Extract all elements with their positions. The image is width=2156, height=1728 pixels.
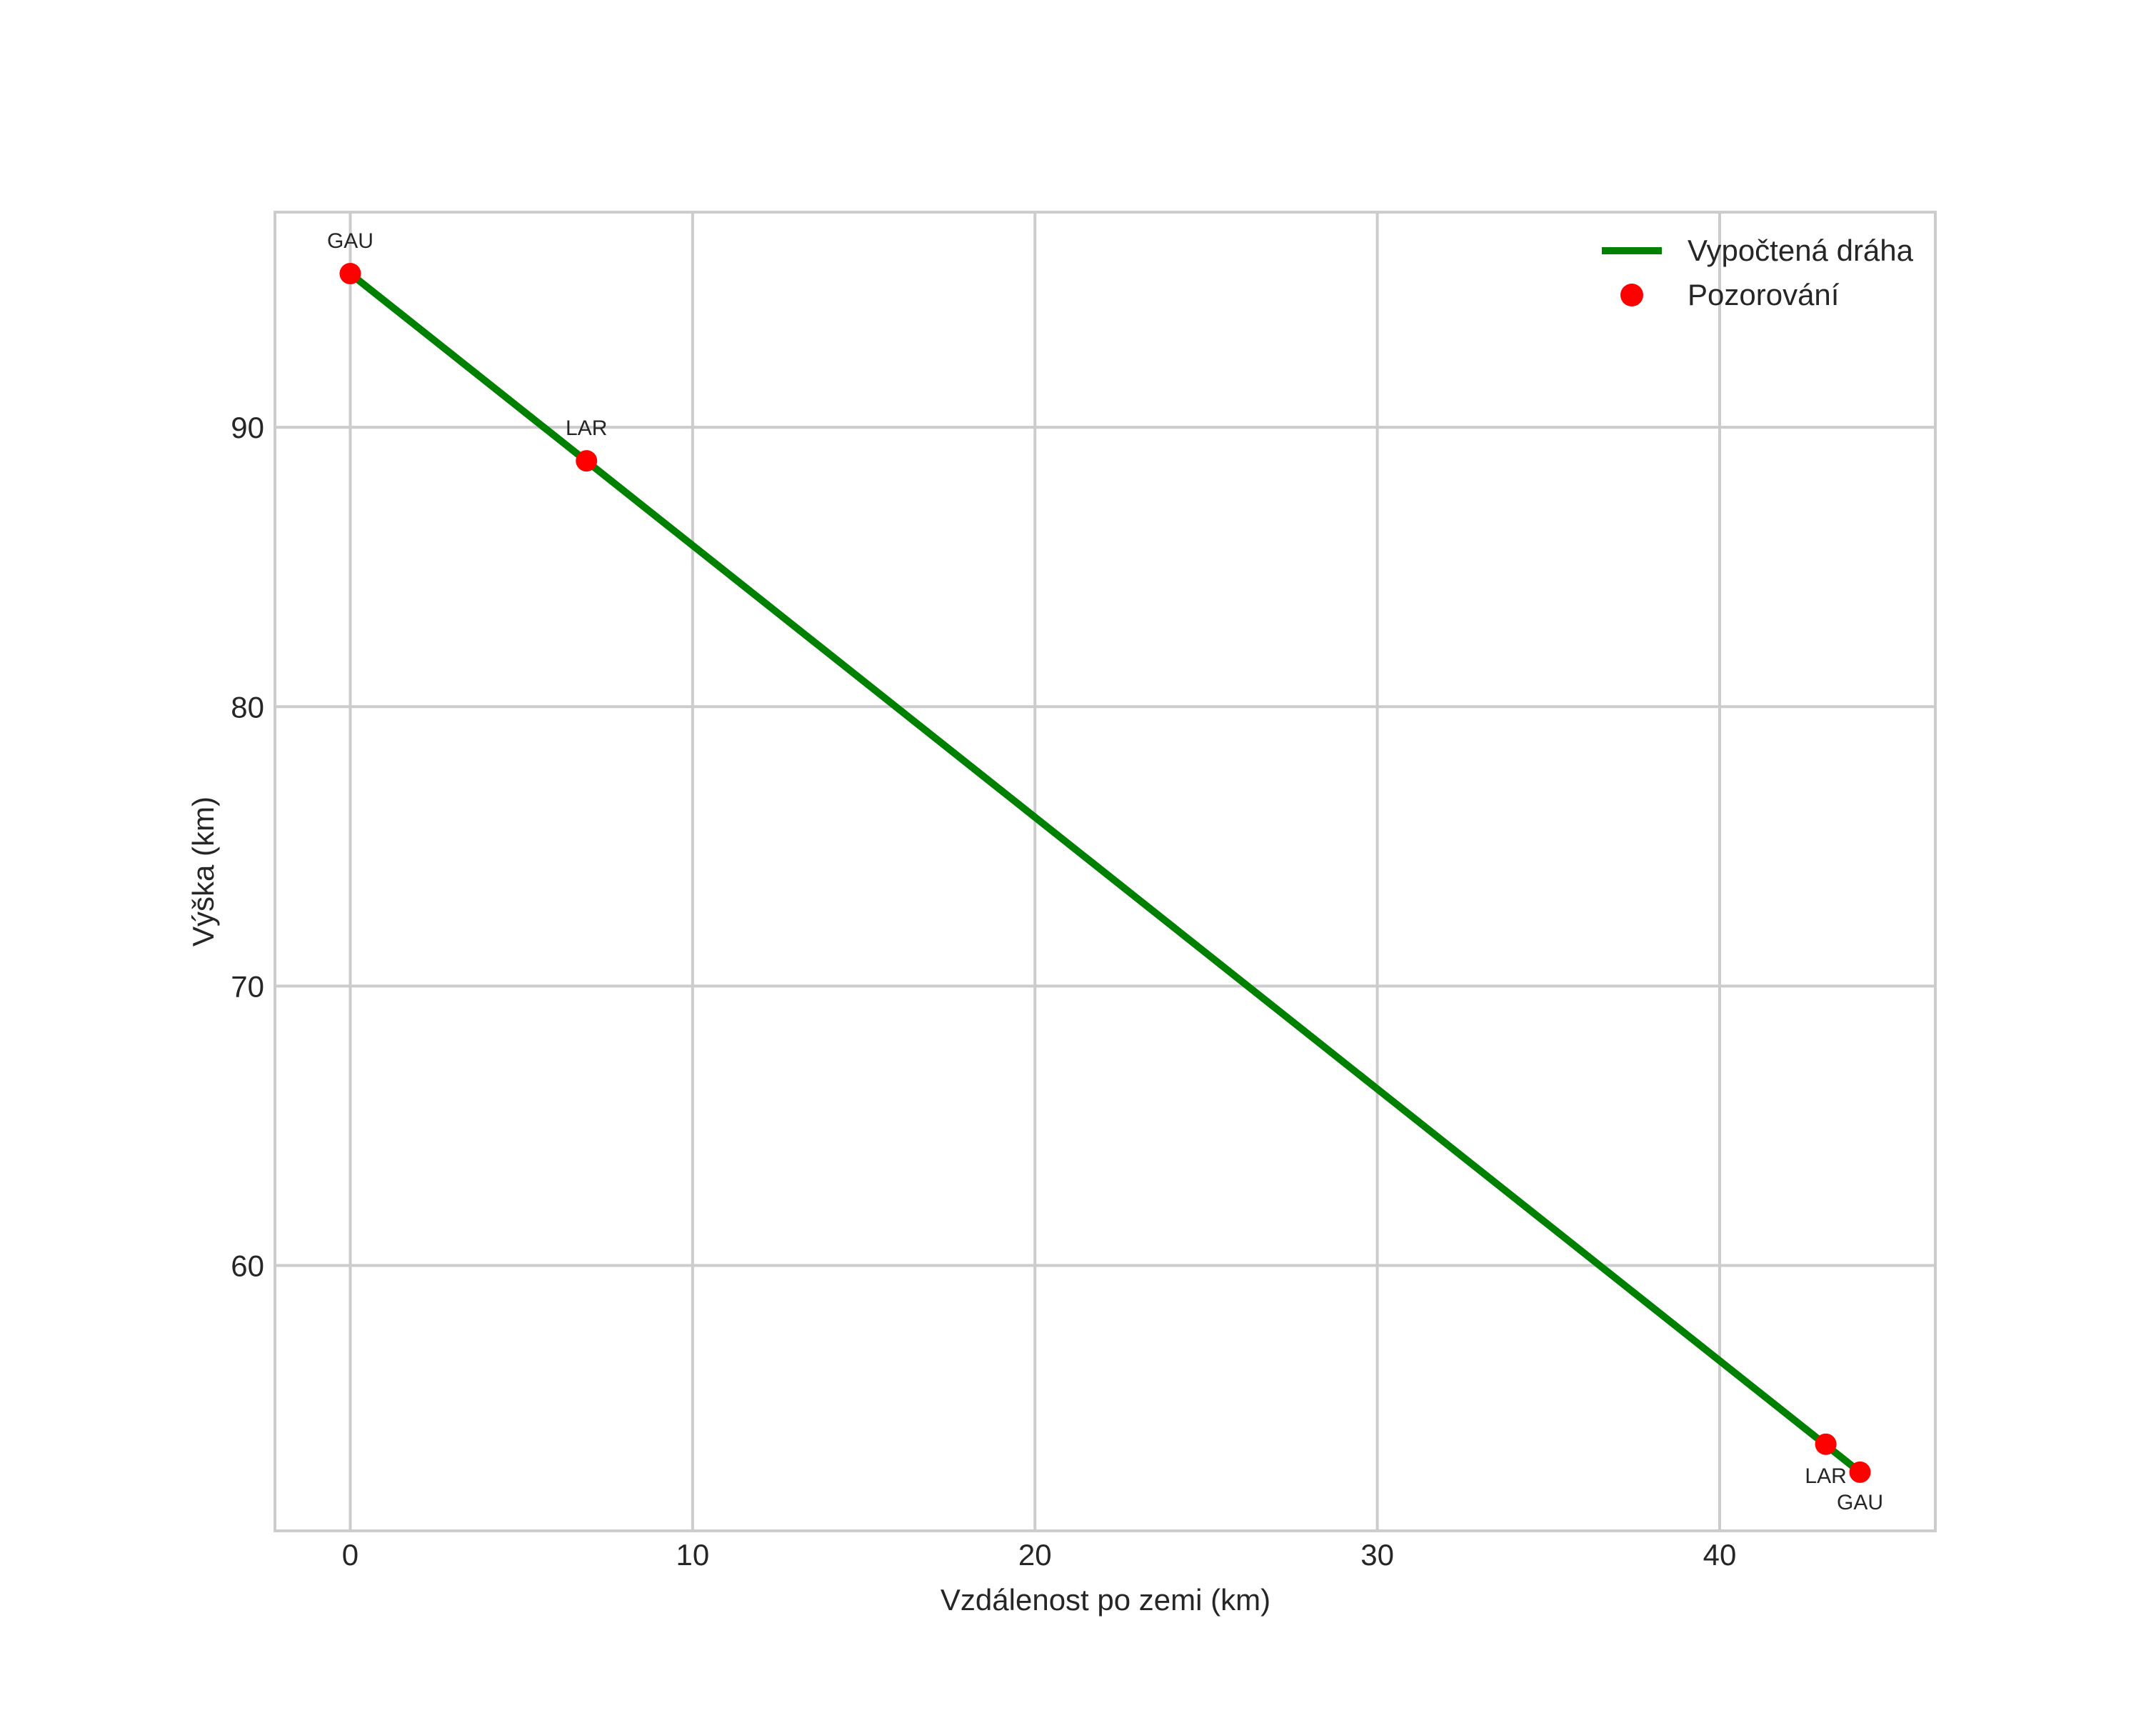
station-label: GAU bbox=[327, 229, 373, 253]
station-labels: GAU LAR LAR GAU bbox=[327, 229, 1883, 1514]
legend-label-line: Vypočtená dráha bbox=[1688, 234, 1914, 267]
x-gridlines bbox=[349, 212, 1721, 1531]
plot-border bbox=[274, 211, 1937, 1532]
x-tick-label: 10 bbox=[676, 1538, 709, 1572]
trajectory-line bbox=[348, 271, 1862, 1475]
x-tick-label: 30 bbox=[1360, 1538, 1394, 1572]
x-tick-label: 20 bbox=[1018, 1538, 1052, 1572]
y-gridlines bbox=[275, 426, 1935, 1267]
legend-entry-marker: Pozorování bbox=[1602, 273, 1913, 317]
legend-dot-swatch bbox=[1620, 284, 1643, 306]
station-label: LAR bbox=[566, 416, 607, 440]
y-tick-label: 60 bbox=[231, 1249, 264, 1282]
legend: Vypočtená dráha Pozorování bbox=[1602, 229, 1913, 317]
observation-point bbox=[339, 263, 361, 285]
station-label: LAR bbox=[1805, 1464, 1846, 1488]
x-tick-label: 0 bbox=[342, 1538, 359, 1572]
observation-points-group bbox=[339, 263, 1871, 1483]
legend-swatch-box bbox=[1602, 239, 1662, 262]
legend-swatch-box bbox=[1602, 284, 1662, 306]
legend-entry-line: Vypočtená dráha bbox=[1602, 229, 1913, 273]
trajectory-line-group bbox=[348, 271, 1862, 1475]
legend-label-marker: Pozorování bbox=[1688, 278, 1840, 311]
station-label: GAU bbox=[1837, 1491, 1883, 1514]
legend-line-swatch bbox=[1602, 247, 1662, 254]
x-axis-label: Vzdálenost po zemi (km) bbox=[940, 1583, 1271, 1617]
y-tick-labels: 60 70 80 90 bbox=[231, 411, 264, 1282]
y-axis-label: Výška (km) bbox=[186, 796, 220, 947]
observation-point bbox=[1849, 1461, 1871, 1483]
observation-point bbox=[1815, 1433, 1837, 1455]
y-tick-label: 80 bbox=[231, 690, 264, 724]
y-tick-label: 70 bbox=[231, 969, 264, 1003]
x-tick-labels: 0 10 20 30 40 bbox=[342, 1538, 1737, 1572]
observation-point bbox=[576, 450, 598, 472]
y-tick-label: 90 bbox=[231, 411, 264, 444]
x-tick-label: 40 bbox=[1703, 1538, 1737, 1572]
